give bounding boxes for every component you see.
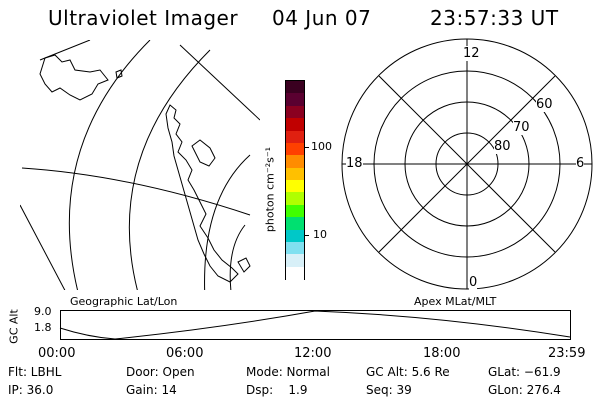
time-label: 23:57:33 UT xyxy=(430,6,559,30)
colorbar-segment xyxy=(286,155,304,169)
coastline xyxy=(165,104,239,283)
status-gc-alt: GC Alt: 5.6 Re xyxy=(366,365,450,379)
status-door: Door: Open xyxy=(126,365,195,379)
timeline-plot xyxy=(59,310,571,340)
colorbar-tick-10: 10 xyxy=(313,228,327,241)
status-ip: IP: 36.0 xyxy=(8,383,54,397)
timeline-y-tick-top: 9.0 xyxy=(34,305,52,318)
mlat-label-70: 70 xyxy=(513,120,530,135)
colorbar-segment xyxy=(286,204,304,218)
geographic-map xyxy=(20,40,260,290)
coastline xyxy=(39,54,109,101)
coastline xyxy=(191,139,216,167)
colorbar-segment xyxy=(286,105,304,119)
colorbar-segment xyxy=(286,266,304,280)
colorbar-segment xyxy=(286,130,304,144)
status-filter: Flt: LBHL xyxy=(8,365,62,379)
status-gain: Gain: 14 xyxy=(126,383,177,397)
mlt-line xyxy=(378,75,556,253)
polar-plot xyxy=(341,38,593,290)
lon-line xyxy=(20,204,66,290)
app-title: Ultraviolet Imager xyxy=(48,6,239,30)
mlt-label-18: 18 xyxy=(346,156,363,171)
colorbar-segment xyxy=(286,254,304,268)
mlt-label-0: 0 xyxy=(469,275,478,290)
colorbar-tick xyxy=(305,147,309,148)
colorbar-segment xyxy=(286,217,304,230)
mlat-label-80: 80 xyxy=(494,139,511,154)
coastline xyxy=(115,69,123,79)
lat-arc xyxy=(204,154,251,290)
colorbar-tick xyxy=(305,235,309,236)
timeline-x-tick-1: 06:00 xyxy=(166,346,204,361)
lat-arc xyxy=(229,224,246,290)
status-mode: Mode: Normal xyxy=(246,365,330,379)
timeline-y-label: GC Alt xyxy=(7,309,21,344)
date-label: 04 Jun 07 xyxy=(272,6,372,30)
coastline xyxy=(237,257,251,273)
colorbar-segment xyxy=(286,93,304,107)
colorbar-segment xyxy=(286,229,304,243)
status-seq: Seq: 39 xyxy=(366,383,412,397)
timeline-right-title: Apex MLat/MLT xyxy=(414,295,497,308)
colorbar-segment xyxy=(286,81,304,94)
mlt-label-12: 12 xyxy=(462,46,481,61)
colorbar-segment xyxy=(286,180,304,193)
timeline-y-tick-bottom: 1.8 xyxy=(34,321,52,334)
timeline-x-tick-2: 12:00 xyxy=(294,346,332,361)
colorbar-segment xyxy=(286,241,304,255)
lon-line xyxy=(21,167,251,216)
colorbar-segment xyxy=(286,142,304,156)
mlat-label-60: 60 xyxy=(536,97,553,112)
timeline-x-tick-0: 00:00 xyxy=(38,346,76,361)
lat-arc xyxy=(68,40,151,290)
mlt-label-6: 6 xyxy=(576,156,585,171)
timeline-left-title: Geographic Lat/Lon xyxy=(70,295,178,308)
colorbar-unit-label: photon cm⁻²s⁻¹ xyxy=(263,146,277,233)
status-dsp: Dsp: 1.9 xyxy=(246,383,308,397)
altitude-curve xyxy=(59,310,571,340)
colorbar-segment xyxy=(286,192,304,206)
lat-arc xyxy=(128,49,211,290)
colorbar-tick-100: 100 xyxy=(311,140,332,153)
timeline-x-tick-4: 23:59 xyxy=(548,346,586,361)
timeline-x-tick-3: 18:00 xyxy=(423,346,461,361)
status-glon: GLon: 276.4 xyxy=(488,383,561,397)
lon-line xyxy=(179,44,260,121)
colorbar-segment xyxy=(286,118,304,131)
timeline-frame xyxy=(60,310,571,340)
status-glat: GLat: −61.9 xyxy=(488,365,561,379)
colorbar xyxy=(285,80,305,280)
colorbar-segment xyxy=(286,167,304,181)
